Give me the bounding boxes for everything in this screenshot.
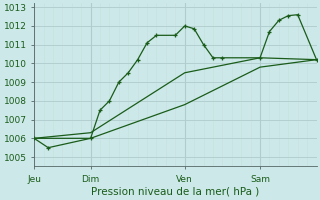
X-axis label: Pression niveau de la mer( hPa ): Pression niveau de la mer( hPa ) <box>91 187 260 197</box>
